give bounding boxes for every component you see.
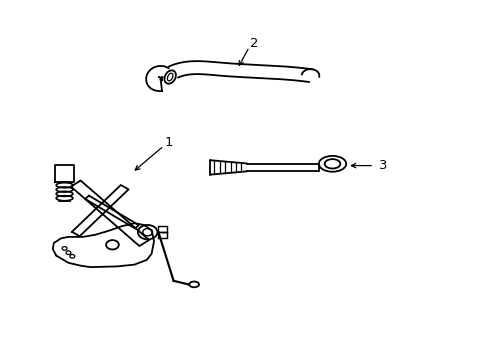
Bar: [158, 232, 167, 238]
Text: 2: 2: [249, 37, 258, 50]
Text: 3: 3: [378, 159, 386, 172]
Bar: [158, 226, 167, 232]
Text: 1: 1: [164, 136, 173, 149]
